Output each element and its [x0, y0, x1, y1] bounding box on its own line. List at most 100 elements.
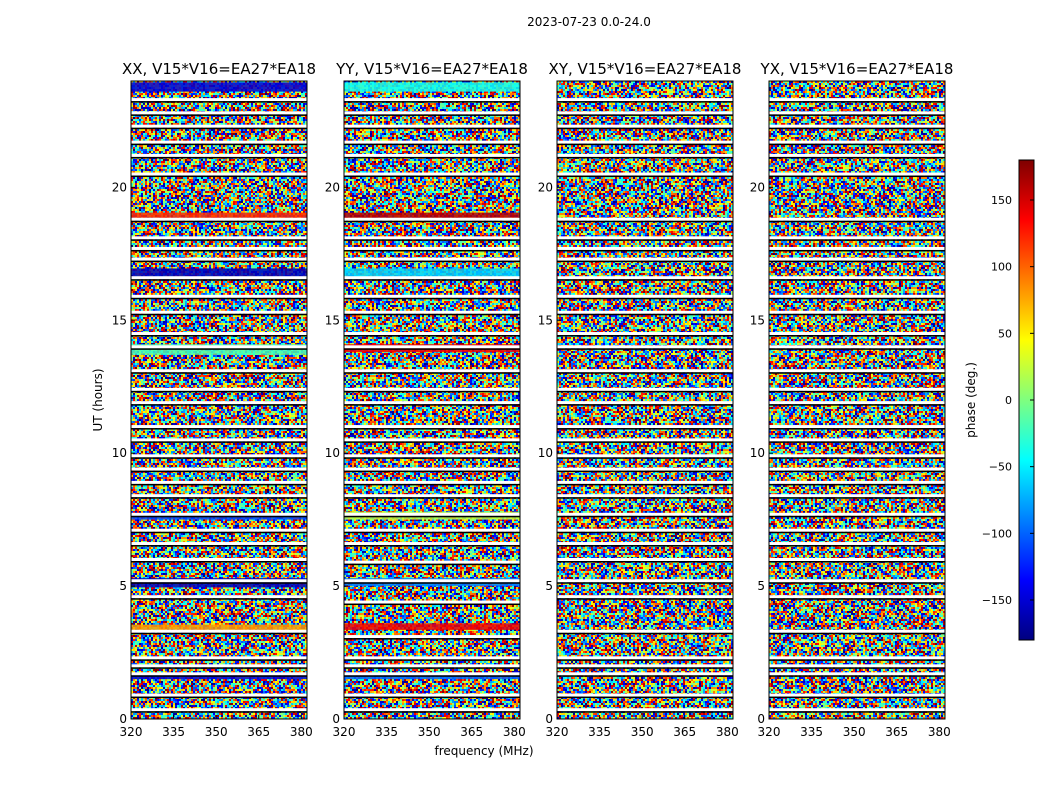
flagged-row-edge — [344, 515, 520, 518]
x-axis-label: frequency (MHz) — [434, 744, 533, 758]
colorbar-label: phase (deg.) — [964, 362, 978, 438]
flagged-row — [557, 98, 733, 102]
y-tick-label: 0 — [545, 712, 553, 726]
flagged-row — [557, 124, 733, 128]
flagged-row-edge — [557, 390, 733, 393]
flagged-row — [131, 124, 307, 128]
flagged-row-edge — [131, 279, 307, 281]
flagged-row — [344, 310, 520, 314]
flagged-row — [344, 387, 520, 391]
flagged-row-edge — [557, 598, 733, 600]
flagged-row — [131, 111, 307, 115]
flagged-row — [131, 629, 307, 633]
panel-title: XY, V15*V16=EA27*EA18 — [549, 60, 742, 78]
flagged-row — [557, 387, 733, 391]
flagged-row — [344, 401, 520, 405]
flagged-row-edge — [344, 313, 520, 316]
flagged-row-edge — [557, 428, 733, 430]
flagged-row-edge — [344, 483, 520, 486]
flagged-row — [344, 172, 520, 176]
y-tick-label: 5 — [545, 579, 553, 593]
flagged-row-edge — [769, 545, 945, 547]
panel-xy: XY, V15*V16=EA27*EA18 320 335 350 365 380 0 5 10… — [538, 60, 742, 739]
flagged-row-edge — [131, 335, 307, 337]
flagged-row-edge — [131, 483, 307, 486]
flagged-row — [769, 595, 945, 599]
flagged-row-edge — [131, 582, 307, 584]
flagged-row — [131, 454, 307, 458]
flagged-row-edge — [557, 497, 733, 499]
flagged-row — [769, 542, 945, 546]
x-tick-label: 350 — [631, 725, 654, 739]
x-tick-label: 320 — [120, 725, 143, 739]
flagged-row-edge — [769, 127, 945, 130]
flagged-row — [131, 664, 307, 668]
flagged-row — [557, 217, 733, 221]
phase-noise-raster — [131, 81, 307, 719]
y-tick-label: 0 — [332, 712, 340, 726]
x-tick-label: 365 — [247, 725, 270, 739]
x-tick-label: 380 — [928, 725, 951, 739]
flagged-row — [769, 656, 945, 660]
flagged-row-edge — [131, 545, 307, 547]
flagged-row — [557, 708, 733, 712]
axes-frame — [130, 80, 308, 720]
flagged-row-edge — [131, 260, 307, 263]
flagged-row — [131, 332, 307, 336]
phase-noise-raster — [769, 81, 945, 719]
flagged-row-edge — [344, 335, 520, 337]
flagged-row-edge — [769, 675, 945, 677]
panel-xx: XX, V15*V16=EA27*EA18 320 335 350 365 380 0 5 10… — [112, 60, 316, 739]
flagged-row — [557, 629, 733, 633]
flagged-row-edge — [769, 143, 945, 146]
flagged-row — [557, 512, 733, 516]
flagged-row — [131, 494, 307, 498]
x-tick-label: 380 — [503, 725, 526, 739]
y-tick-label: 20 — [538, 180, 553, 194]
flagged-row — [557, 558, 733, 561]
flagged-row — [344, 512, 520, 516]
flagged-row-edge — [131, 313, 307, 316]
y-tick-label: 15 — [112, 313, 127, 327]
flagged-row — [131, 425, 307, 429]
flagged-row-edge — [557, 297, 733, 300]
colorbar-tick-label: 100 — [991, 261, 1012, 274]
flagged-row-edge — [131, 531, 307, 534]
panel-yx: YX, V15*V16=EA27*EA18 320 335 350 365 380 0 5 10… — [750, 60, 954, 739]
flagged-row — [344, 153, 520, 157]
y-tick-label: 10 — [325, 446, 340, 460]
flagged-row — [344, 276, 520, 280]
flagged-row — [557, 467, 733, 471]
flagged-row-edge — [557, 114, 733, 116]
flagged-row — [557, 140, 733, 144]
flagged-row — [131, 542, 307, 546]
y-tick-label: 5 — [332, 579, 340, 593]
flagged-row — [344, 217, 520, 221]
flagged-row-edge — [344, 545, 520, 547]
flagged-row — [131, 512, 307, 516]
x-tick-label: 320 — [546, 725, 569, 739]
panel-title: YY, V15*V16=EA27*EA18 — [335, 60, 528, 78]
flagged-row — [344, 480, 520, 484]
flagged-row — [344, 656, 520, 660]
coherent-phase-band — [131, 212, 307, 218]
flagged-row — [557, 454, 733, 458]
flagged-row — [344, 693, 520, 697]
flagged-row-edge — [557, 659, 733, 661]
flagged-row-edge — [131, 675, 307, 677]
flagged-row — [131, 246, 307, 250]
flagged-row — [769, 246, 945, 250]
flagged-row — [344, 124, 520, 128]
colorbar-tick-label: 50 — [998, 327, 1012, 340]
flagged-row-edge — [557, 127, 733, 130]
axes-frame — [556, 80, 734, 720]
flagged-row — [769, 369, 945, 373]
x-tick-label: 320 — [758, 725, 781, 739]
coherent-phase-band — [344, 268, 520, 278]
flagged-row — [557, 294, 733, 298]
flagged-row-edge — [769, 696, 945, 699]
flagged-row-edge — [557, 515, 733, 518]
flagged-row-edge — [344, 297, 520, 300]
flagged-row — [769, 111, 945, 115]
flagged-row-edge — [557, 531, 733, 534]
